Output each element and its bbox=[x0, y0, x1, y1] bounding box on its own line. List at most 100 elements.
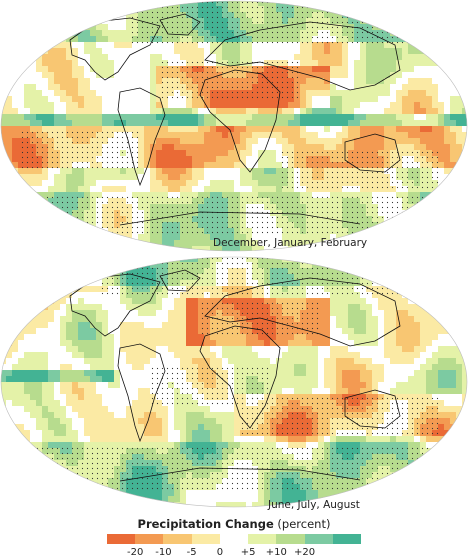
grid-cell bbox=[120, 262, 126, 268]
grid-cell bbox=[258, 132, 264, 138]
grid-cell bbox=[336, 132, 342, 138]
grid-cell bbox=[324, 256, 330, 262]
grid-cell bbox=[0, 246, 6, 252]
grid-cell bbox=[78, 358, 84, 364]
grid-cell bbox=[390, 102, 396, 108]
grid-cell bbox=[438, 12, 444, 18]
grid-cell bbox=[324, 90, 330, 96]
grid-cell bbox=[84, 84, 90, 90]
grid-cell bbox=[12, 376, 18, 382]
grid-cell bbox=[180, 340, 186, 346]
grid-cell bbox=[54, 246, 60, 252]
grid-cell bbox=[366, 120, 372, 126]
grid-cell bbox=[24, 370, 30, 376]
grid-cell bbox=[408, 216, 414, 222]
grid-cell bbox=[174, 174, 180, 180]
grid-cell bbox=[378, 6, 384, 12]
grid-cell bbox=[108, 0, 114, 6]
grid-cell bbox=[438, 102, 444, 108]
grid-cell bbox=[348, 364, 354, 370]
grid-cell bbox=[114, 310, 120, 316]
grid-cell bbox=[390, 268, 396, 274]
grid-cell bbox=[60, 0, 66, 6]
grid-cell bbox=[246, 138, 252, 144]
grid-cell bbox=[204, 246, 210, 252]
grid-cell bbox=[336, 6, 342, 12]
grid-cell bbox=[138, 334, 144, 340]
grid-cell bbox=[54, 310, 60, 316]
grid-cell bbox=[48, 54, 54, 60]
grid-cell bbox=[108, 6, 114, 12]
grid-cell bbox=[258, 120, 264, 126]
grid-cell bbox=[444, 334, 450, 340]
grid-cell bbox=[120, 12, 126, 18]
grid-cell bbox=[372, 382, 378, 388]
grid-cell bbox=[354, 304, 360, 310]
grid-cell bbox=[372, 54, 378, 60]
grid-cell bbox=[96, 322, 102, 328]
grid-cell bbox=[138, 358, 144, 364]
grid-cell bbox=[324, 298, 330, 304]
grid-cell bbox=[150, 174, 156, 180]
grid-cell bbox=[60, 286, 66, 292]
grid-cell bbox=[144, 358, 150, 364]
grid-cell bbox=[456, 364, 462, 370]
grid-cell bbox=[444, 310, 450, 316]
grid-cell bbox=[48, 84, 54, 90]
grid-cell bbox=[24, 292, 30, 298]
grid-cell bbox=[384, 376, 390, 382]
grid-cell bbox=[306, 48, 312, 54]
grid-cell bbox=[228, 120, 234, 126]
grid-cell bbox=[414, 268, 420, 274]
grid-cell bbox=[60, 274, 66, 280]
grid-cell bbox=[426, 66, 432, 72]
grid-cell bbox=[438, 246, 444, 252]
grid-cell bbox=[240, 138, 246, 144]
grid-cell bbox=[366, 262, 372, 268]
grid-cell bbox=[174, 168, 180, 174]
grid-cell bbox=[246, 186, 252, 192]
grid-cell bbox=[462, 298, 468, 304]
grid-cell bbox=[462, 12, 468, 18]
grid-cell bbox=[210, 156, 216, 162]
grid-cell bbox=[12, 216, 18, 222]
grid-cell bbox=[408, 24, 414, 30]
grid-cell bbox=[48, 90, 54, 96]
grid-cell bbox=[54, 352, 60, 358]
grid-cell bbox=[450, 204, 456, 210]
grid-cell bbox=[120, 352, 126, 358]
grid-cell bbox=[420, 268, 426, 274]
grid-cell bbox=[180, 144, 186, 150]
grid-cell bbox=[300, 54, 306, 60]
grid-cell bbox=[0, 114, 6, 120]
grid-cell bbox=[42, 222, 48, 228]
grid-cell bbox=[168, 168, 174, 174]
grid-cell bbox=[438, 114, 444, 120]
grid-cell bbox=[216, 114, 222, 120]
grid-cell bbox=[462, 162, 468, 168]
grid-cell bbox=[234, 126, 240, 132]
grid-cell bbox=[294, 108, 300, 114]
grid-cell bbox=[408, 304, 414, 310]
grid-cell bbox=[216, 180, 222, 186]
grid-cell bbox=[30, 370, 36, 376]
grid-cell bbox=[396, 216, 402, 222]
grid-cell bbox=[336, 0, 342, 6]
grid-cell bbox=[174, 162, 180, 168]
grid-cell bbox=[66, 274, 72, 280]
grid-cell bbox=[54, 358, 60, 364]
grid-cell bbox=[432, 0, 438, 6]
grid-cell bbox=[60, 322, 66, 328]
grid-cell bbox=[36, 280, 42, 286]
grid-cell bbox=[114, 174, 120, 180]
grid-cell bbox=[378, 54, 384, 60]
grid-cell bbox=[90, 174, 96, 180]
grid-cell bbox=[432, 108, 438, 114]
grid-cell bbox=[300, 90, 306, 96]
grid-cell bbox=[0, 240, 6, 246]
grid-cell bbox=[330, 370, 336, 376]
grid-cell bbox=[354, 54, 360, 60]
grid-cell bbox=[366, 90, 372, 96]
grid-cell bbox=[378, 48, 384, 54]
grid-cell bbox=[126, 352, 132, 358]
